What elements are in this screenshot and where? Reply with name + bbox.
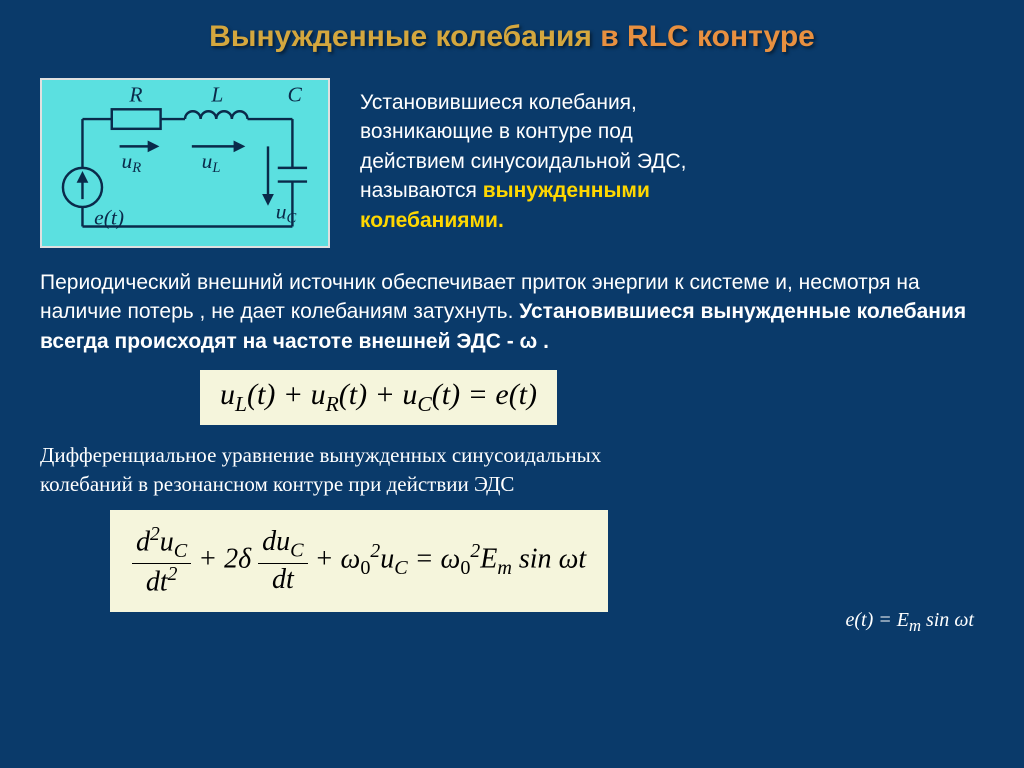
slide-title: Вынужденные колебания в RLC контуре <box>40 20 984 54</box>
eq-p1: + <box>275 378 310 411</box>
eq-eq: = <box>460 378 495 411</box>
p2-l1: Дифференциальное уравнение вынужденных с… <box>40 443 601 467</box>
eq-t1: (t) <box>247 378 275 411</box>
eq-t2: (t) <box>339 378 367 411</box>
kvl-equation: uL(t) + uR(t) + uC(t) = e(t) <box>200 370 557 425</box>
def-l4a: называются <box>360 179 483 202</box>
frac-duc: duC dt <box>258 526 307 596</box>
main-paragraph: Периодический внешний источник обеспечив… <box>40 268 984 356</box>
eq-uL: u <box>220 378 235 411</box>
p2-l2: колебаний в резонансном контуре при дейс… <box>40 472 514 496</box>
def-l4b: вынужденными <box>483 179 650 202</box>
emf-source-formula: e(t) = Em sin ωt <box>845 609 974 636</box>
title-part1: Вынужденные колебания <box>209 20 592 53</box>
def-l1: Установившиеся колебания, <box>360 91 637 114</box>
eq-uC: u <box>402 378 417 411</box>
label-ur: uR <box>122 149 142 176</box>
frac-d2uc: d2uC dt2 <box>132 524 191 598</box>
eq-uR: u <box>311 378 326 411</box>
label-ul: uL <box>202 149 221 176</box>
label-r: R <box>128 82 142 106</box>
para-p3: ЭДС - ω . <box>456 330 549 353</box>
label-et: e(t) <box>94 206 124 230</box>
def-l5: колебаниями. <box>360 209 504 232</box>
eq-R: R <box>326 392 339 416</box>
eq-p2: + <box>367 378 402 411</box>
diff-eq-row: d2uC dt2 + 2δ duC dt + ω02uC = ω02Em sin… <box>40 510 984 612</box>
def-l2: возникающие в контуре под <box>360 120 633 143</box>
kvl-equation-row: uL(t) + uR(t) + uC(t) = e(t) <box>40 370 984 441</box>
eq-e: e <box>495 378 508 411</box>
def-l3: действием синусоидальной ЭДС, <box>360 150 686 173</box>
diff-eq-caption: Дифференциальное уравнение вынужденных с… <box>40 441 984 498</box>
label-l: L <box>210 82 223 106</box>
definition-text: Установившиеся колебания, возникающие в … <box>360 78 984 248</box>
row-circuit-definition: R L C uR uL uC e(t) Установившиеся колеб… <box>40 78 984 248</box>
differential-equation: d2uC dt2 + 2δ duC dt + ω02uC = ω02Em sin… <box>110 510 608 612</box>
title-part2: в RLC контуре <box>592 20 815 53</box>
eq-t3: (t) <box>432 378 460 411</box>
eq-et: (t) <box>509 378 537 411</box>
circuit-diagram: R L C uR uL uC e(t) <box>40 78 330 248</box>
eq-L: L <box>235 392 247 416</box>
label-c: C <box>288 82 303 106</box>
eq-C: C <box>417 392 431 416</box>
